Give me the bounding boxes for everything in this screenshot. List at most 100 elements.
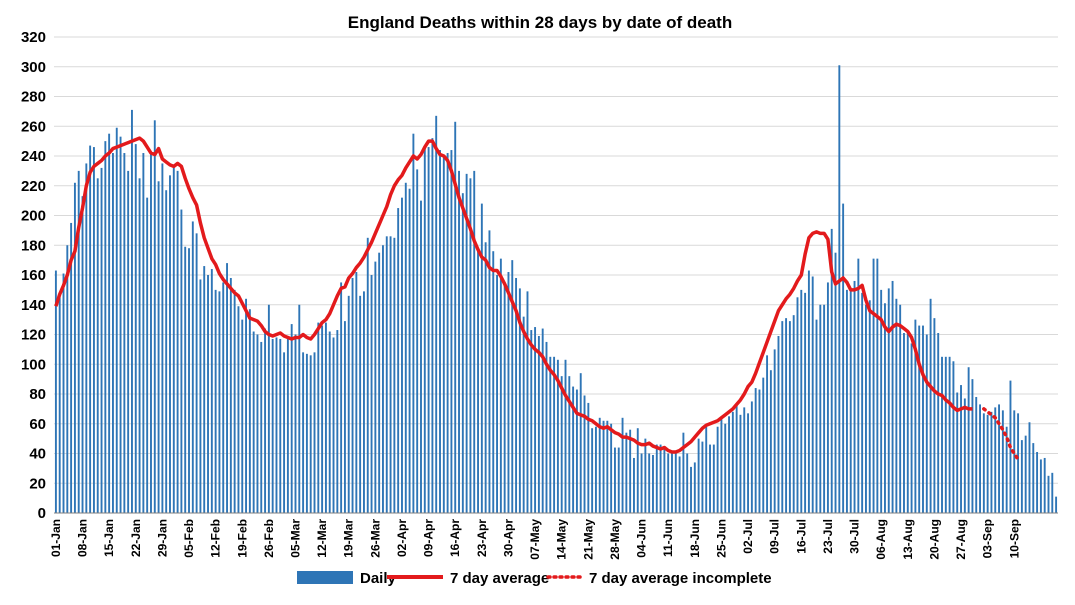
daily-bar [100, 167, 103, 513]
daily-bar [127, 170, 130, 514]
daily-bar [522, 316, 525, 513]
daily-bar [115, 127, 118, 514]
x-tick-label: 22-Jan [129, 519, 143, 557]
daily-bar [283, 352, 286, 513]
daily-bar [697, 438, 700, 514]
daily-bar [534, 327, 537, 513]
daily-bar [1039, 459, 1042, 513]
daily-bar [845, 289, 848, 514]
daily-bar [355, 272, 358, 513]
daily-bar [222, 282, 225, 513]
daily-bar [553, 356, 556, 513]
daily-bar [781, 321, 784, 513]
daily-bar [633, 457, 635, 513]
daily-bar [693, 462, 696, 513]
daily-bar [640, 453, 643, 513]
daily-bar [788, 321, 791, 513]
daily-bar [439, 150, 441, 514]
daily-bar [298, 304, 301, 513]
daily-bar [359, 295, 362, 513]
daily-bar [340, 282, 343, 513]
daily-bar [922, 325, 924, 513]
y-tick-label: 120 [21, 327, 46, 344]
daily-bar [956, 392, 959, 513]
y-tick-label: 300 [21, 59, 46, 76]
daily-bar [203, 266, 206, 513]
y-tick-label: 20 [29, 475, 46, 492]
daily-bar [579, 373, 582, 513]
x-tick-label: 02-Jul [741, 519, 755, 554]
daily-bar [347, 295, 350, 513]
y-axis-ticks: 0 20 40 60 80 100 120 140 160 180 200 220 240 260 280 3… [21, 29, 46, 522]
daily-bar [66, 245, 69, 513]
daily-bar [895, 298, 898, 513]
x-tick-label: 20-Aug [927, 519, 941, 560]
daily-bar [264, 328, 267, 513]
x-tick-label: 03-Sep [981, 519, 995, 558]
y-tick-label: 160 [21, 267, 46, 284]
daily-bar [876, 258, 879, 513]
daily-bar [887, 288, 890, 513]
daily-bar [758, 389, 761, 513]
daily-bar [606, 420, 609, 513]
daily-bar [564, 359, 567, 513]
daily-bar [92, 147, 95, 513]
daily-bar [960, 385, 962, 513]
daily-bar [511, 260, 514, 514]
daily-bar [941, 356, 943, 513]
daily-bar [450, 150, 453, 514]
daily-bar [401, 197, 403, 513]
daily-bar [659, 444, 662, 513]
daily-bar [648, 453, 651, 513]
x-tick-label: 21-May [581, 519, 595, 560]
y-tick-label: 80 [29, 386, 46, 403]
daily-bar [267, 304, 270, 513]
daily-bar [602, 420, 605, 513]
incomplete-average-line [982, 407, 1020, 462]
daily-bar [591, 428, 594, 513]
daily-bar [743, 407, 746, 513]
daily-bar [636, 428, 639, 513]
daily-bar [210, 269, 213, 513]
y-tick-label: 200 [21, 208, 46, 225]
y-tick-label: 40 [29, 446, 46, 463]
daily-bar [868, 300, 871, 513]
daily-bar [629, 429, 632, 513]
y-tick-label: 320 [21, 29, 46, 46]
daily-bar [302, 352, 305, 513]
daily-bar [218, 291, 221, 513]
daily-bar [849, 289, 852, 514]
daily-bar [690, 466, 692, 513]
daily-bar [899, 304, 902, 513]
daily-bar [857, 258, 860, 513]
x-tick-label: 02-Apr [395, 519, 409, 557]
x-tick-label: 23-Jul [821, 519, 835, 554]
daily-bar [112, 153, 114, 513]
y-tick-label: 240 [21, 148, 46, 165]
daily-bar [792, 315, 795, 513]
daily-bar [229, 277, 232, 513]
y-tick-label: 140 [21, 297, 46, 314]
daily-bar [408, 188, 411, 513]
daily-bar [906, 333, 909, 513]
daily-bar [731, 411, 734, 513]
daily-bar [389, 236, 392, 513]
daily-bar [1043, 457, 1046, 513]
daily-bar [644, 438, 647, 514]
daily-bar [191, 221, 194, 513]
daily-bar [245, 298, 247, 513]
x-tick-label: 30-Jul [848, 519, 862, 554]
daily-bar [807, 270, 810, 513]
daily-bar [499, 258, 502, 513]
daily-bar [587, 402, 590, 513]
daily-bar [842, 203, 845, 513]
daily-bar [423, 147, 426, 513]
daily-bar [226, 263, 228, 513]
daily-bar [150, 151, 152, 514]
daily-bar [131, 109, 133, 513]
daily-bar [663, 446, 666, 513]
x-tick-label: 15-Jan [102, 519, 116, 557]
daily-bar [614, 447, 616, 513]
